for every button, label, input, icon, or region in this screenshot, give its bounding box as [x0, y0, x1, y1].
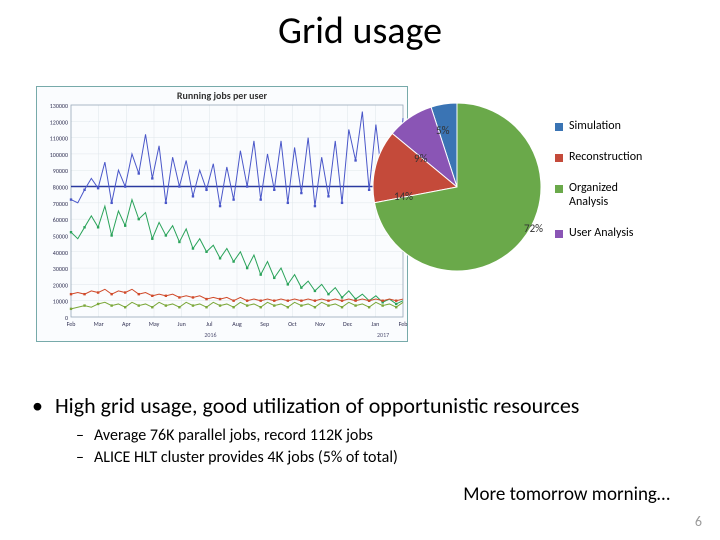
svg-text:Feb: Feb — [67, 320, 76, 328]
svg-text:Mar: Mar — [94, 320, 104, 328]
svg-text:Dec: Dec — [343, 320, 353, 328]
legend-swatch — [555, 154, 563, 162]
pie-legend: Simulation Reconstruction OrganizedAnalysi… — [555, 120, 642, 258]
legend-item: OrganizedAnalysis — [555, 182, 642, 208]
svg-text:Jul: Jul — [206, 320, 212, 328]
svg-text:110000: 110000 — [50, 135, 68, 143]
line-chart-svg: 0100002000030000400005000060000700008000… — [37, 87, 409, 343]
svg-text:130000: 130000 — [50, 102, 68, 110]
legend-item: Simulation — [555, 120, 642, 133]
legend-swatch — [555, 230, 563, 238]
legend-label: Reconstruction — [569, 151, 642, 164]
legend-label: Simulation — [569, 120, 621, 133]
svg-text:120000: 120000 — [50, 118, 68, 126]
svg-text:2016: 2016 — [204, 331, 216, 339]
running-jobs-line-chart: Running jobs per user 010000200003000040… — [36, 86, 408, 342]
svg-text:10000: 10000 — [53, 298, 68, 306]
bullet-sub: ALICE HLT cluster provides 4K jobs (5% o… — [76, 447, 688, 469]
svg-text:100000: 100000 — [50, 151, 68, 159]
svg-text:Jan: Jan — [371, 320, 379, 328]
legend-item: Reconstruction — [555, 151, 642, 164]
svg-text:70000: 70000 — [53, 200, 68, 208]
svg-text:50000: 50000 — [53, 232, 68, 240]
svg-text:Nov: Nov — [315, 320, 325, 328]
page-title: Grid usage — [0, 8, 720, 54]
pie-chart-svg: 72% 14% 9% 5% — [368, 98, 546, 276]
svg-text:40000: 40000 — [53, 249, 68, 257]
bullet-sub: Average 76K parallel jobs, record 112K j… — [76, 425, 688, 447]
svg-text:72%: 72% — [524, 222, 543, 235]
legend-label: OrganizedAnalysis — [569, 182, 618, 208]
svg-text:Jun: Jun — [178, 320, 186, 328]
page-number: 6 — [695, 513, 702, 530]
legend-label: User Analysis — [569, 227, 633, 240]
legend-swatch — [555, 185, 563, 193]
svg-text:14%: 14% — [394, 190, 413, 203]
legend-item: User Analysis — [555, 227, 642, 240]
svg-text:5%: 5% — [436, 124, 450, 137]
svg-text:30000: 30000 — [53, 265, 68, 273]
bullet-list: High grid usage, good utilization of opp… — [32, 392, 688, 468]
svg-text:Oct: Oct — [288, 320, 297, 328]
svg-text:9%: 9% — [414, 152, 428, 165]
legend-swatch — [555, 123, 563, 131]
svg-text:2017: 2017 — [377, 331, 389, 339]
svg-text:Apr: Apr — [122, 320, 131, 328]
usage-pie-chart: 72% 14% 9% 5% — [368, 98, 546, 276]
svg-text:90000: 90000 — [53, 167, 68, 175]
slide: Grid usage Running jobs per user 0100002… — [0, 0, 720, 540]
svg-text:Sep: Sep — [260, 320, 269, 328]
closing-text: More tomorrow morning… — [463, 483, 670, 506]
svg-text:May: May — [149, 320, 160, 328]
svg-text:80000: 80000 — [53, 184, 68, 192]
svg-text:Feb: Feb — [399, 320, 408, 328]
svg-text:60000: 60000 — [53, 216, 68, 224]
bullet-main: High grid usage, good utilization of opp… — [32, 392, 688, 419]
svg-text:Aug: Aug — [232, 320, 242, 328]
svg-text:20000: 20000 — [53, 281, 68, 289]
